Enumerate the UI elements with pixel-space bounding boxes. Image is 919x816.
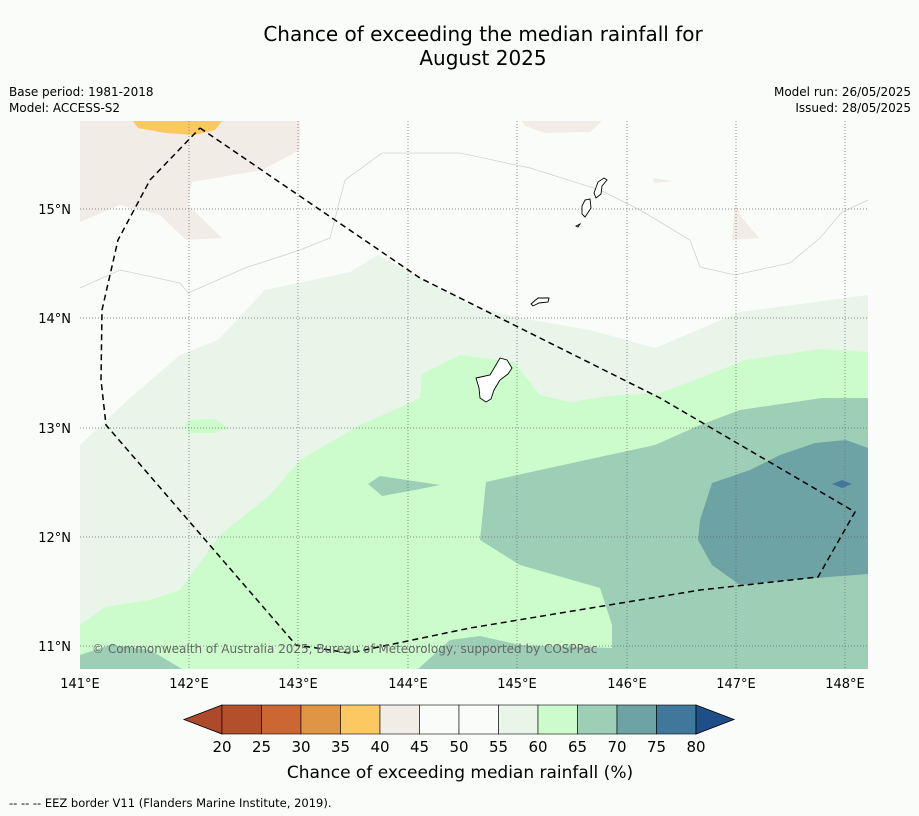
lat-label-15n: 15°N — [38, 203, 71, 218]
contour-65-70-patch — [368, 476, 440, 496]
colorbar-extend-low — [182, 704, 223, 735]
rainfall-map: © Commonwealth of Australia 2025, Bureau… — [38, 121, 868, 783]
colorbar-segment — [340, 704, 381, 735]
colorbar-segment — [537, 704, 578, 735]
colorbar-tick-label: 40 — [370, 738, 389, 756]
colorbar-segment — [458, 704, 499, 735]
eez-footnote: -- -- -- EEZ border V11 (Flanders Marine… — [9, 796, 332, 810]
contour-45-50-small-patch — [653, 178, 674, 183]
map-title: Chance of exceeding the median rainfall … — [0, 22, 919, 70]
contour-70-75 — [698, 440, 868, 585]
colorbar-segment — [498, 704, 539, 735]
colorbar-segment — [419, 704, 460, 735]
lon-axis: 141°E 142°E 143°E 144°E 145°E 146°E 147°… — [60, 677, 865, 692]
colorbar-tick-label: 55 — [489, 738, 508, 756]
base-period: Base period: 1981-2018 — [9, 85, 154, 99]
contour-65-70-southwest — [80, 645, 182, 669]
colorbar-segment — [221, 704, 262, 735]
lat-label-12n: 12°N — [38, 531, 71, 546]
colorbar-tick-label: 60 — [528, 738, 547, 756]
colorbar-segment — [577, 704, 618, 735]
lat-axis: 15°N 14°N 13°N 12°N 11°N — [38, 203, 71, 655]
contour-60-65-island — [184, 419, 228, 433]
colorbar-segment — [379, 704, 420, 735]
colorbar-tick-label: 50 — [449, 738, 468, 756]
meta-left: Base period: 1981-2018 Model: ACCESS-S2 — [9, 84, 154, 116]
colorbar-tick-label: 65 — [568, 738, 587, 756]
islands — [475, 177, 608, 403]
lon-label-148e: 148°E — [825, 677, 865, 692]
lat-label-11n: 11°N — [38, 640, 71, 655]
colorbar-title: Chance of exceeding median rainfall (%) — [287, 763, 633, 783]
colorbar-tick-label: 45 — [410, 738, 429, 756]
contour-65-70 — [418, 398, 868, 669]
colorbar-ticks: 20 25 30 35 40 45 50 55 60 65 70 75 80 — [212, 738, 705, 756]
colorbar-tick-label: 20 — [212, 738, 231, 756]
meta-right: Model run: 26/05/2025 Issued: 28/05/2025 — [774, 84, 911, 116]
map-plot-area: © Commonwealth of Australia 2025, Bureau… — [80, 121, 868, 669]
colorbar — [182, 704, 736, 735]
copyright-text: © Commonwealth of Australia 2025, Bureau… — [92, 642, 597, 656]
colorbar-tick-label: 35 — [331, 738, 350, 756]
colorbar-extend-high — [695, 704, 736, 735]
lon-label-144e: 144°E — [388, 677, 428, 692]
lat-label-13n: 13°N — [38, 422, 71, 437]
lon-label-147e: 147°E — [716, 677, 756, 692]
lon-label-146e: 146°E — [607, 677, 647, 692]
colorbar-tick-label: 30 — [291, 738, 310, 756]
contour-45-50-northwest — [80, 121, 300, 240]
lat-label-14n: 14°N — [38, 312, 71, 327]
colorbar-tick-label: 25 — [252, 738, 271, 756]
contour-35-40 — [133, 121, 222, 135]
island-guam — [475, 357, 513, 403]
lon-label-143e: 143°E — [278, 677, 318, 692]
model-name: Model: ACCESS-S2 — [9, 101, 121, 115]
contour-45-50-east-patch — [732, 203, 759, 240]
colorbar-tick-label: 75 — [647, 738, 666, 756]
colorbar-segment — [300, 704, 341, 735]
island-tinian — [581, 198, 592, 218]
colorbar-segment — [656, 704, 697, 735]
graticule — [80, 121, 868, 669]
island-rota — [530, 297, 550, 307]
map-title-line2: August 2025 — [419, 46, 547, 70]
issued-date: Issued: 28/05/2025 — [795, 101, 911, 115]
contour-75-80 — [832, 480, 852, 488]
lon-label-142e: 142°E — [169, 677, 209, 692]
model-run: Model run: 26/05/2025 — [773, 85, 911, 99]
island-aguijan — [574, 222, 582, 228]
map-title-line1: Chance of exceeding the median rainfall … — [263, 22, 703, 46]
contour-line-50 — [80, 152, 868, 294]
colorbar-segment — [616, 704, 657, 735]
colorbar-segment — [261, 704, 302, 735]
colorbar-tick-label: 70 — [607, 738, 626, 756]
island-saipan — [593, 177, 608, 199]
contour-45-50-north-center — [522, 121, 602, 133]
lon-label-141e: 141°E — [60, 677, 100, 692]
colorbar-tick-label: 80 — [686, 738, 705, 756]
lon-label-145e: 145°E — [497, 677, 537, 692]
